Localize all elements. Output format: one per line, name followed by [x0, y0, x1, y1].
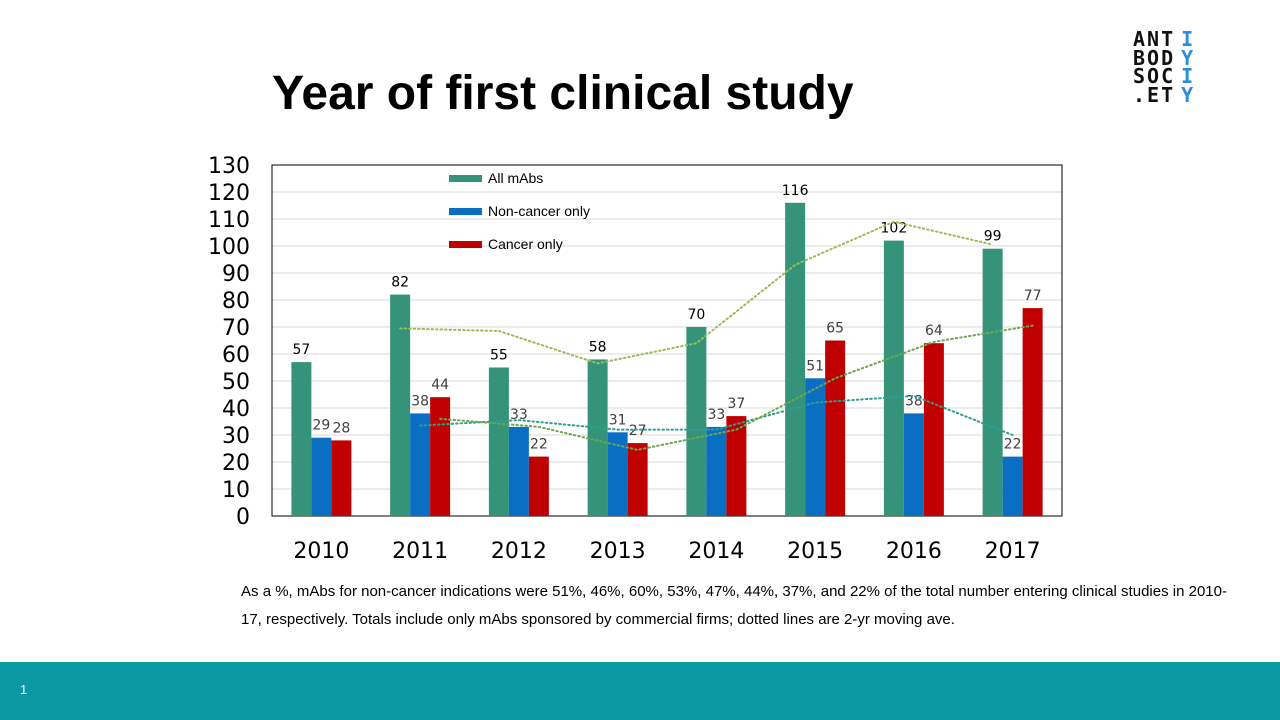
- y-tick-label: 130: [208, 154, 250, 179]
- data-label: 22: [530, 437, 548, 453]
- legend-entry: All mAbs: [488, 170, 543, 186]
- data-label: 116: [782, 183, 809, 199]
- bar: [785, 202, 806, 517]
- legend-entry: Cancer only: [488, 236, 563, 252]
- bar: [331, 440, 352, 516]
- data-label: 77: [1024, 288, 1042, 304]
- logo-letters: BOD: [1133, 45, 1176, 70]
- data-label: 29: [312, 418, 330, 434]
- data-label: 51: [806, 358, 824, 374]
- y-tick-label: 10: [222, 478, 250, 503]
- legend-entry: Non-cancer only: [488, 203, 590, 219]
- trendline: [439, 324, 1034, 451]
- data-label: 31: [609, 412, 627, 428]
- antibody-society-logo: ANT I BOD Y SOC I .ET Y: [1133, 27, 1196, 107]
- data-label: 37: [727, 396, 745, 412]
- data-label: 102: [881, 221, 908, 237]
- bar: [410, 413, 431, 516]
- y-tick-label: 20: [222, 451, 250, 476]
- data-label: 65: [826, 321, 844, 337]
- bar: [508, 426, 529, 516]
- bar: [430, 397, 451, 516]
- data-label: 38: [905, 393, 923, 409]
- bar: [1002, 456, 1023, 516]
- x-tick-label: 2016: [886, 539, 942, 564]
- logo-letter-accent: I: [1181, 64, 1196, 88]
- logo-row: BOD Y: [1133, 45, 1196, 70]
- bar: [528, 456, 549, 516]
- data-label: 33: [707, 407, 725, 423]
- x-tick-label: 2012: [491, 539, 547, 564]
- y-tick-label: 30: [222, 424, 250, 449]
- data-label: 44: [431, 377, 449, 393]
- data-label: 33: [510, 407, 528, 423]
- data-label: 27: [629, 423, 647, 439]
- trendline: [419, 394, 1014, 436]
- bar: [982, 248, 1003, 516]
- x-tick-label: 2010: [293, 539, 349, 564]
- data-label: 22: [1004, 437, 1022, 453]
- bar: [686, 327, 707, 516]
- x-tick-label: 2013: [590, 539, 646, 564]
- logo-letters: SOC: [1133, 64, 1176, 88]
- x-tick-label: 2014: [688, 539, 744, 564]
- logo-letter-accent: Y: [1181, 82, 1196, 107]
- data-label: 64: [925, 323, 943, 339]
- y-tick-label: 90: [222, 262, 250, 287]
- logo-row: .ET Y: [1133, 82, 1196, 107]
- bar: [390, 294, 411, 516]
- logo-row: ANT I: [1133, 27, 1196, 51]
- data-label: 99: [984, 229, 1002, 245]
- bar: [1022, 308, 1043, 516]
- chart-caption: As a %, mAbs for non-cancer indications …: [241, 583, 1227, 628]
- plot-area: [271, 164, 1063, 517]
- data-label: 55: [490, 348, 508, 364]
- legend-swatch: [449, 175, 482, 182]
- bar: [825, 340, 846, 516]
- trendline: [399, 220, 994, 365]
- y-tick-label: 70: [222, 316, 250, 341]
- y-tick-label: 0: [236, 505, 250, 530]
- bar: [311, 437, 332, 516]
- bar: [903, 413, 924, 516]
- y-tick-label: 80: [222, 289, 250, 314]
- data-label: 82: [391, 275, 409, 291]
- bar: [706, 426, 727, 516]
- data-label: 58: [589, 339, 607, 355]
- x-tick-label: 2017: [985, 539, 1041, 564]
- bar: [607, 432, 628, 516]
- x-tick-label: 2011: [392, 539, 448, 564]
- bar: [726, 416, 747, 516]
- x-tick-label: 2015: [787, 539, 843, 564]
- logo-letters: ANT: [1133, 27, 1176, 51]
- y-tick-label: 100: [208, 235, 250, 260]
- bar: [883, 240, 904, 516]
- y-tick-label: 120: [208, 181, 250, 206]
- slide-title: Year of first clinical study: [272, 67, 854, 120]
- logo-letter-accent: Y: [1181, 45, 1196, 70]
- bar: [488, 367, 509, 516]
- y-tick-label: 110: [208, 208, 250, 233]
- legend-swatch: [449, 208, 482, 215]
- page-number: 1: [20, 682, 28, 697]
- bar: [805, 378, 826, 516]
- bar: [291, 362, 312, 516]
- data-label: 70: [687, 307, 705, 323]
- logo-letter-accent: I: [1181, 27, 1196, 51]
- data-label: 57: [292, 342, 310, 358]
- y-tick-label: 40: [222, 397, 250, 422]
- y-tick-label: 50: [222, 370, 250, 395]
- bar: [587, 359, 608, 516]
- data-label: 38: [411, 393, 429, 409]
- bar: [923, 343, 944, 516]
- logo-letters: .ET: [1133, 82, 1176, 107]
- logo-row: SOC I: [1133, 64, 1196, 88]
- data-label: 28: [332, 420, 350, 436]
- y-tick-label: 60: [222, 343, 250, 368]
- footer-bar: 1: [0, 662, 1280, 720]
- bar: [627, 443, 648, 516]
- legend-swatch: [449, 241, 482, 248]
